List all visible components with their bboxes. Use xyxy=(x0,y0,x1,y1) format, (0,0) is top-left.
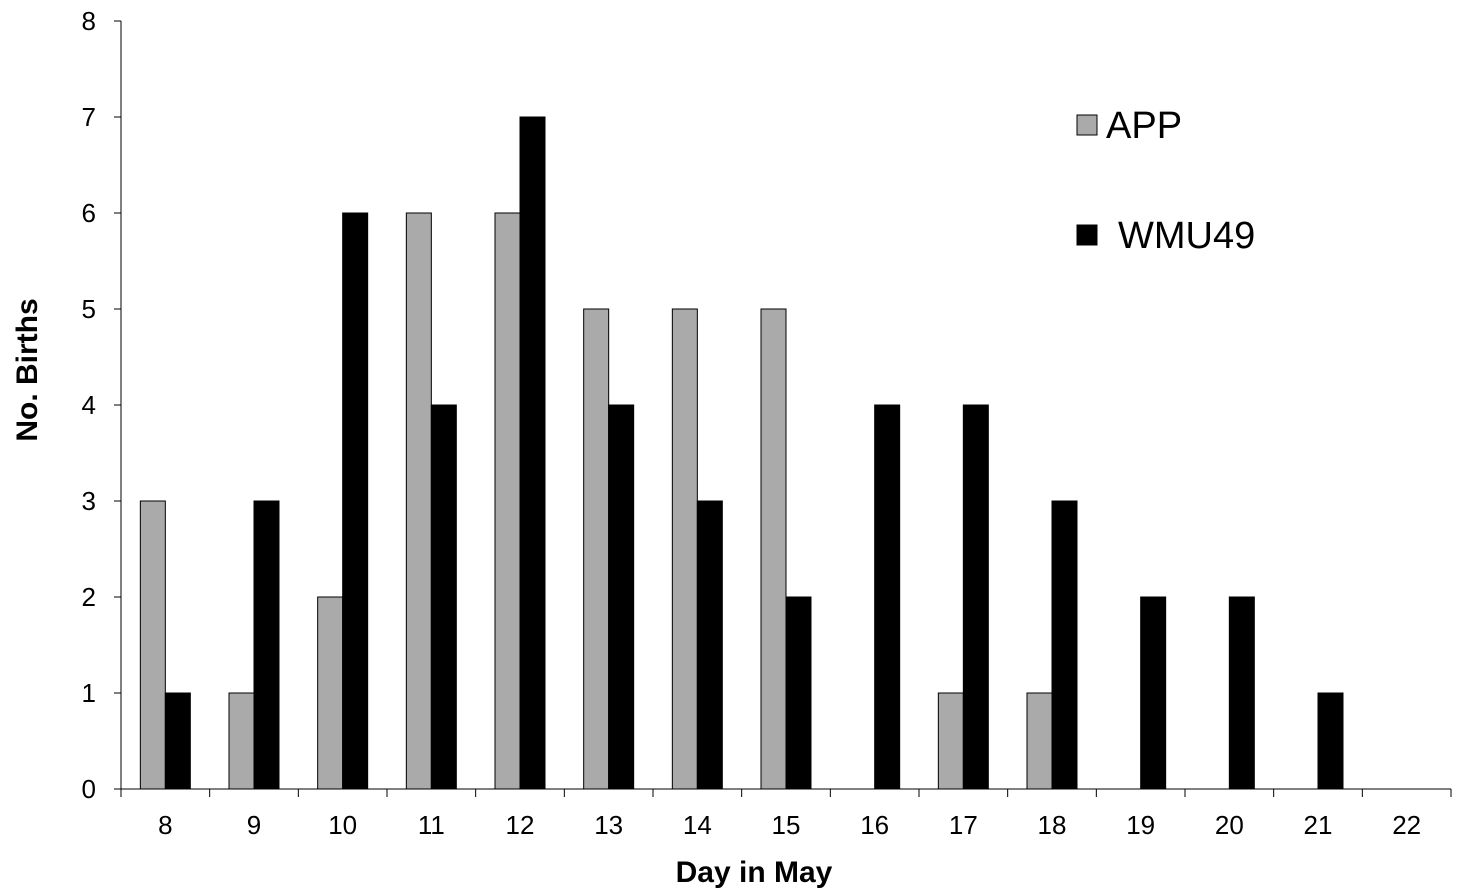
legend-swatch-wmu49 xyxy=(1076,224,1098,246)
x-ticks-group: 8 9 10 11 12 13 14 15 16 17 18 19 20 21 22 xyxy=(120,789,1452,840)
x-tick-label: 14 xyxy=(683,810,712,840)
x-tick-label: 13 xyxy=(594,810,623,840)
x-tick-label: 9 xyxy=(247,810,261,840)
x-tick-label: 11 xyxy=(418,810,445,840)
bar-app-12 xyxy=(494,212,521,790)
bar-app-13 xyxy=(583,308,610,790)
x-tick-label: 12 xyxy=(506,810,535,840)
bar-wmu49-21 xyxy=(1317,692,1344,790)
x-tick-label: 21 xyxy=(1304,810,1333,840)
x-tick-label: 17 xyxy=(949,810,978,840)
bar-app-10 xyxy=(317,596,344,790)
bar-wmu49-17 xyxy=(962,404,989,790)
y-tick-label: 7 xyxy=(82,102,96,132)
bar-wmu49-12 xyxy=(519,116,546,790)
y-tick-label: 8 xyxy=(82,6,96,36)
bar-wmu49-15 xyxy=(785,596,812,790)
bar-wmu49-8 xyxy=(164,692,191,790)
x-axis-title: Day in May xyxy=(676,856,833,889)
bar-wmu49-11 xyxy=(430,404,457,790)
y-tick-label: 3 xyxy=(82,486,96,516)
bar-app-17 xyxy=(937,692,964,790)
bar-app-8 xyxy=(139,500,166,790)
x-tick-label: 22 xyxy=(1392,810,1421,840)
x-tick-label: 10 xyxy=(328,810,357,840)
x-tick-label: 19 xyxy=(1126,810,1155,840)
x-tick-label: 15 xyxy=(772,810,801,840)
bar-app-9 xyxy=(228,692,255,790)
bar-app-15 xyxy=(760,308,787,790)
bar-app-11 xyxy=(405,212,432,790)
bar-app-14 xyxy=(671,308,698,790)
y-tick-label: 1 xyxy=(82,678,96,708)
bar-wmu49-19 xyxy=(1140,596,1167,790)
legend: APP WMU49 xyxy=(1076,105,1255,257)
legend-label-app: APP xyxy=(1106,105,1182,147)
legend-swatch-app xyxy=(1076,114,1098,136)
x-tick-label: 16 xyxy=(860,810,889,840)
x-tick-label: 18 xyxy=(1038,810,1067,840)
y-ticks-group: 0 1 2 3 4 5 6 7 8 xyxy=(82,6,121,804)
bar-app-18 xyxy=(1026,692,1053,790)
y-axis-title: No. Births xyxy=(11,298,44,441)
bar-wmu49-20 xyxy=(1228,596,1255,790)
bar-wmu49-16 xyxy=(874,404,901,790)
y-tick-label: 6 xyxy=(82,198,96,228)
y-tick-label: 2 xyxy=(82,582,96,612)
x-tick-label: 20 xyxy=(1215,810,1244,840)
y-tick-label: 5 xyxy=(82,294,96,324)
y-tick-label: 0 xyxy=(82,774,96,804)
y-tick-label: 4 xyxy=(82,390,96,420)
bar-wmu49-9 xyxy=(253,500,280,790)
legend-label-wmu49: WMU49 xyxy=(1118,215,1255,257)
bar-wmu49-14 xyxy=(696,500,723,790)
bar-wmu49-10 xyxy=(342,212,369,790)
bar-wmu49-13 xyxy=(608,404,635,790)
bars-group xyxy=(139,116,1344,790)
x-tick-label: 8 xyxy=(158,810,172,840)
bar-wmu49-18 xyxy=(1051,500,1078,790)
